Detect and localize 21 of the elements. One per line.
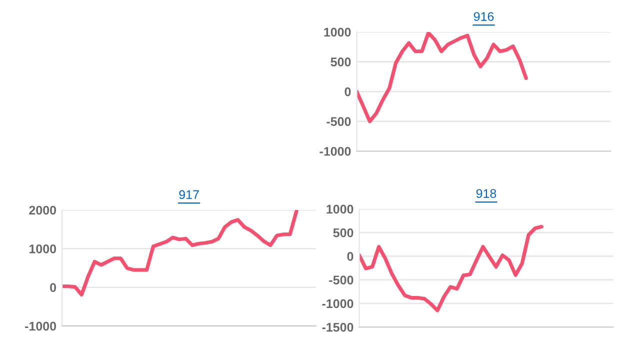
y-tick-label: -500 xyxy=(326,117,351,126)
line-series xyxy=(356,32,528,124)
y-tick-label: 500 xyxy=(330,58,351,66)
y-tick-label: 2000 xyxy=(29,206,56,215)
y-tick-label: 0 xyxy=(347,252,354,261)
line-series xyxy=(359,224,544,312)
chart-title: 916 xyxy=(474,12,494,21)
y-tick-label: 1000 xyxy=(30,244,56,254)
y-tick-label: 1000 xyxy=(326,204,354,214)
chart-title: 918 xyxy=(476,189,496,198)
y-tick-label: -1000 xyxy=(25,322,56,331)
y-tick-label: 0 xyxy=(344,87,351,96)
y-tick-label: 0 xyxy=(50,283,56,292)
y-tick-label: -1000 xyxy=(320,146,351,156)
y-tick-label: 500 xyxy=(333,228,354,238)
y-tick-label: -1500 xyxy=(322,322,354,332)
y-tick-label: -1000 xyxy=(322,299,354,308)
chart-title: 917 xyxy=(179,190,199,200)
line-series xyxy=(62,210,298,296)
y-tick-label: 1000 xyxy=(324,28,351,37)
y-tick-label: -500 xyxy=(329,276,354,284)
